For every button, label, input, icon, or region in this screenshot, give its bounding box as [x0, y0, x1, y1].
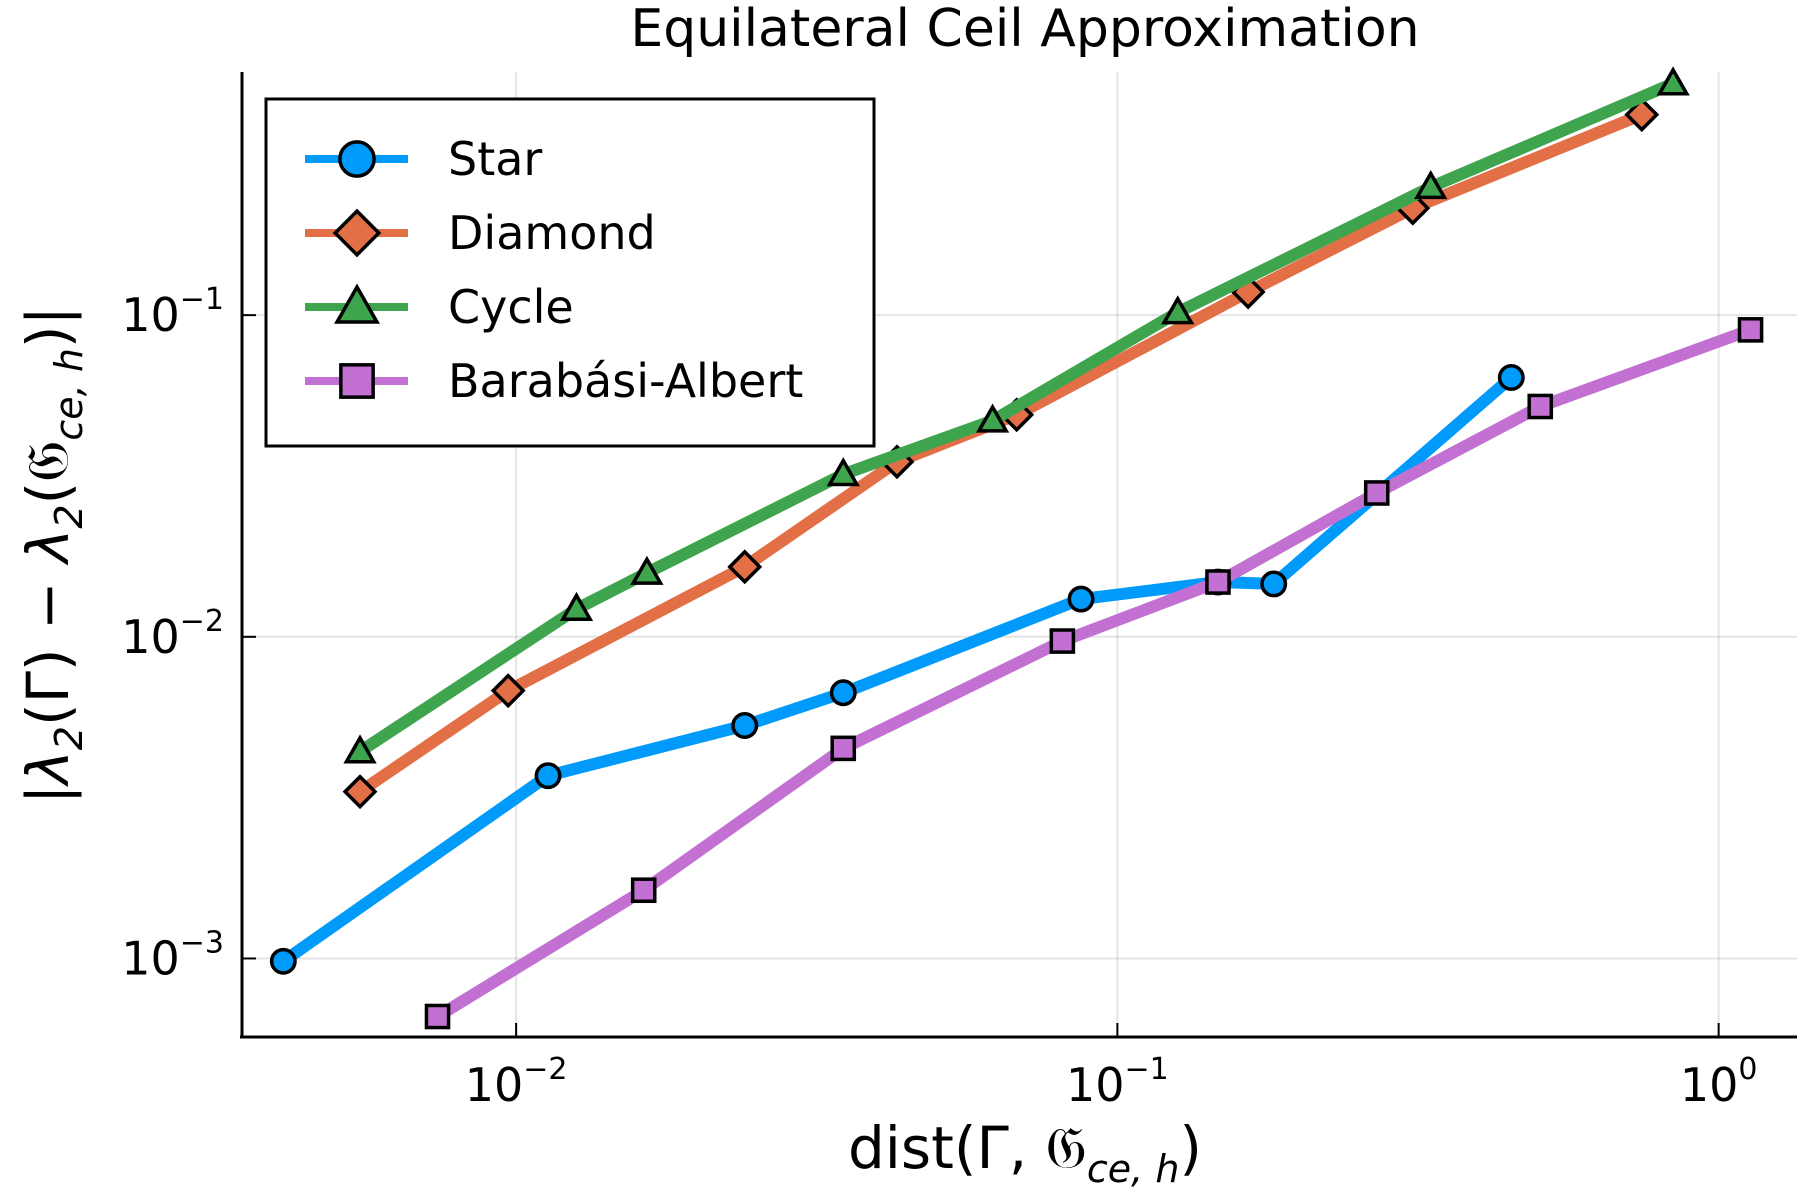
x-tick-label: 10−2 [465, 1052, 568, 1112]
legend-label-diamond: Diamond [448, 206, 656, 260]
data-point-barab-si-albert [1737, 317, 1764, 343]
legend-label-barab-si-albert: Barabási-Albert [448, 354, 803, 408]
series-barab-si-albert [424, 317, 1764, 1030]
y-axis-label: |λ2(Γ) − λ2(𝔊ce, h)| [14, 306, 91, 804]
data-point-star [1260, 570, 1288, 598]
y-tick-label: 10−2 [121, 604, 224, 664]
data-point-cycle [343, 734, 377, 764]
data-point-cycle [1161, 295, 1195, 325]
legend-marker-diamond [332, 208, 382, 258]
series-cycle [343, 66, 1690, 764]
legend: Star Diamond Cycle Barabási-Albert [264, 97, 876, 448]
chart-title: Equilateral Ceil Approximation [630, 0, 1419, 59]
legend-entries: Star Diamond Cycle Barabási-Albert [305, 132, 803, 408]
series-line-cycle [356, 77, 1676, 757]
data-point-star [731, 712, 759, 739]
legend-label-star: Star [448, 132, 542, 186]
data-point-cycle [975, 403, 1010, 433]
legend-marker-cycle [334, 283, 380, 324]
data-point-star [1497, 364, 1525, 391]
series-line-barab-si-albert [434, 324, 1753, 1022]
data-point-cycle [826, 457, 860, 487]
legend-label-cycle: Cycle [448, 280, 574, 334]
data-point-star [534, 762, 562, 790]
data-point-cycle [1414, 169, 1448, 200]
x-ticks: 10−2 10−1 100 [465, 1023, 1758, 1112]
y-ticks: 10−3 10−2 10−1 [121, 282, 256, 985]
data-point-diamond [490, 673, 526, 709]
data-point-barab-si-albert [424, 1003, 451, 1030]
data-point-diamond [342, 774, 378, 810]
data-point-barab-si-albert [630, 877, 657, 904]
data-point-diamond [1624, 97, 1660, 133]
series-layer [269, 66, 1764, 1030]
axes [240, 72, 1797, 1039]
data-point-barab-si-albert [1527, 393, 1554, 420]
legend-marker-barab-si-albert [339, 363, 375, 399]
x-tick-label: 10−1 [1066, 1052, 1169, 1112]
data-point-cycle [630, 555, 664, 585]
data-point-barab-si-albert [1205, 569, 1231, 595]
data-point-star [1067, 585, 1095, 613]
data-point-barab-si-albert [1363, 480, 1390, 506]
data-point-cycle [1656, 66, 1690, 96]
y-tick-label: 10−3 [121, 925, 224, 985]
y-tick-label: 10−1 [121, 282, 224, 342]
data-point-cycle [559, 591, 594, 622]
data-point-barab-si-albert [1049, 628, 1076, 654]
data-point-star [269, 947, 297, 975]
x-tick-label: 100 [1680, 1052, 1758, 1112]
legend-marker-star [338, 140, 376, 178]
data-point-diamond [727, 549, 763, 585]
data-point-star [829, 679, 857, 707]
data-point-barab-si-albert [830, 735, 857, 762]
